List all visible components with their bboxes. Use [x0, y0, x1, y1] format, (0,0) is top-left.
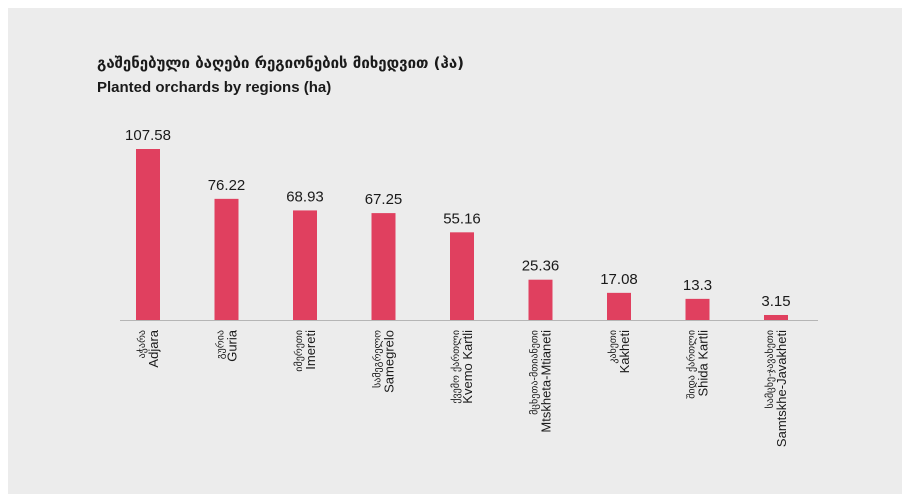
bar — [371, 213, 396, 320]
x-tick-label: Samegrelo — [382, 330, 397, 393]
bar — [685, 298, 710, 320]
value-label: 25.36 — [522, 258, 560, 275]
x-tick-label-ka: იმერეთი — [293, 330, 305, 372]
x-tick-label-ka: აჭარა — [136, 330, 148, 358]
value-label: 67.25 — [365, 191, 403, 208]
x-tick-label: Shida Kartli — [696, 330, 711, 397]
bar — [764, 314, 788, 320]
bar — [450, 232, 474, 320]
value-label: 13.3 — [683, 277, 712, 294]
x-tick-label-ka: ქვემო ქართლი — [450, 330, 462, 404]
value-label: 55.16 — [443, 210, 481, 227]
value-label: 17.08 — [600, 271, 638, 288]
x-tick-label-ka: სამცხე-ჯავახეთი — [764, 330, 776, 408]
bar — [136, 149, 160, 320]
x-tick-label: Mtskheta-Mtianeti — [539, 330, 554, 433]
bar — [214, 198, 239, 320]
value-label: 68.93 — [286, 188, 324, 205]
bar — [607, 292, 631, 320]
x-tick-label: Adjara — [146, 329, 161, 367]
x-tick-label: Samtskhe-Javakheti — [774, 330, 789, 447]
x-tick-label: Kvemo Kartli — [460, 330, 475, 404]
x-tick-label-ka: სამეგრელო — [372, 330, 384, 388]
x-tick-label-ka: გურია — [215, 330, 227, 359]
x-tick-label: Guria — [225, 329, 240, 362]
value-label: 3.15 — [761, 293, 790, 310]
value-label: 107.58 — [125, 127, 171, 144]
x-tick-label: Kakheti — [617, 330, 632, 373]
bar — [293, 210, 317, 320]
x-tick-label: Imereti — [303, 330, 318, 370]
bar — [528, 279, 553, 320]
chart-title: გაშენებული ბაღები რეგიონების მიხედვით (ჰ… — [97, 54, 464, 72]
x-tick-label-ka: მცხეთა-მთიანეთი — [529, 330, 541, 415]
x-tick-label-ka: შიდა ქართლი — [686, 330, 698, 399]
value-label: 76.22 — [208, 177, 246, 194]
x-tick-label-ka: კახეთი — [607, 330, 619, 364]
chart-subtitle: Planted orchards by regions (ha) — [97, 79, 331, 96]
